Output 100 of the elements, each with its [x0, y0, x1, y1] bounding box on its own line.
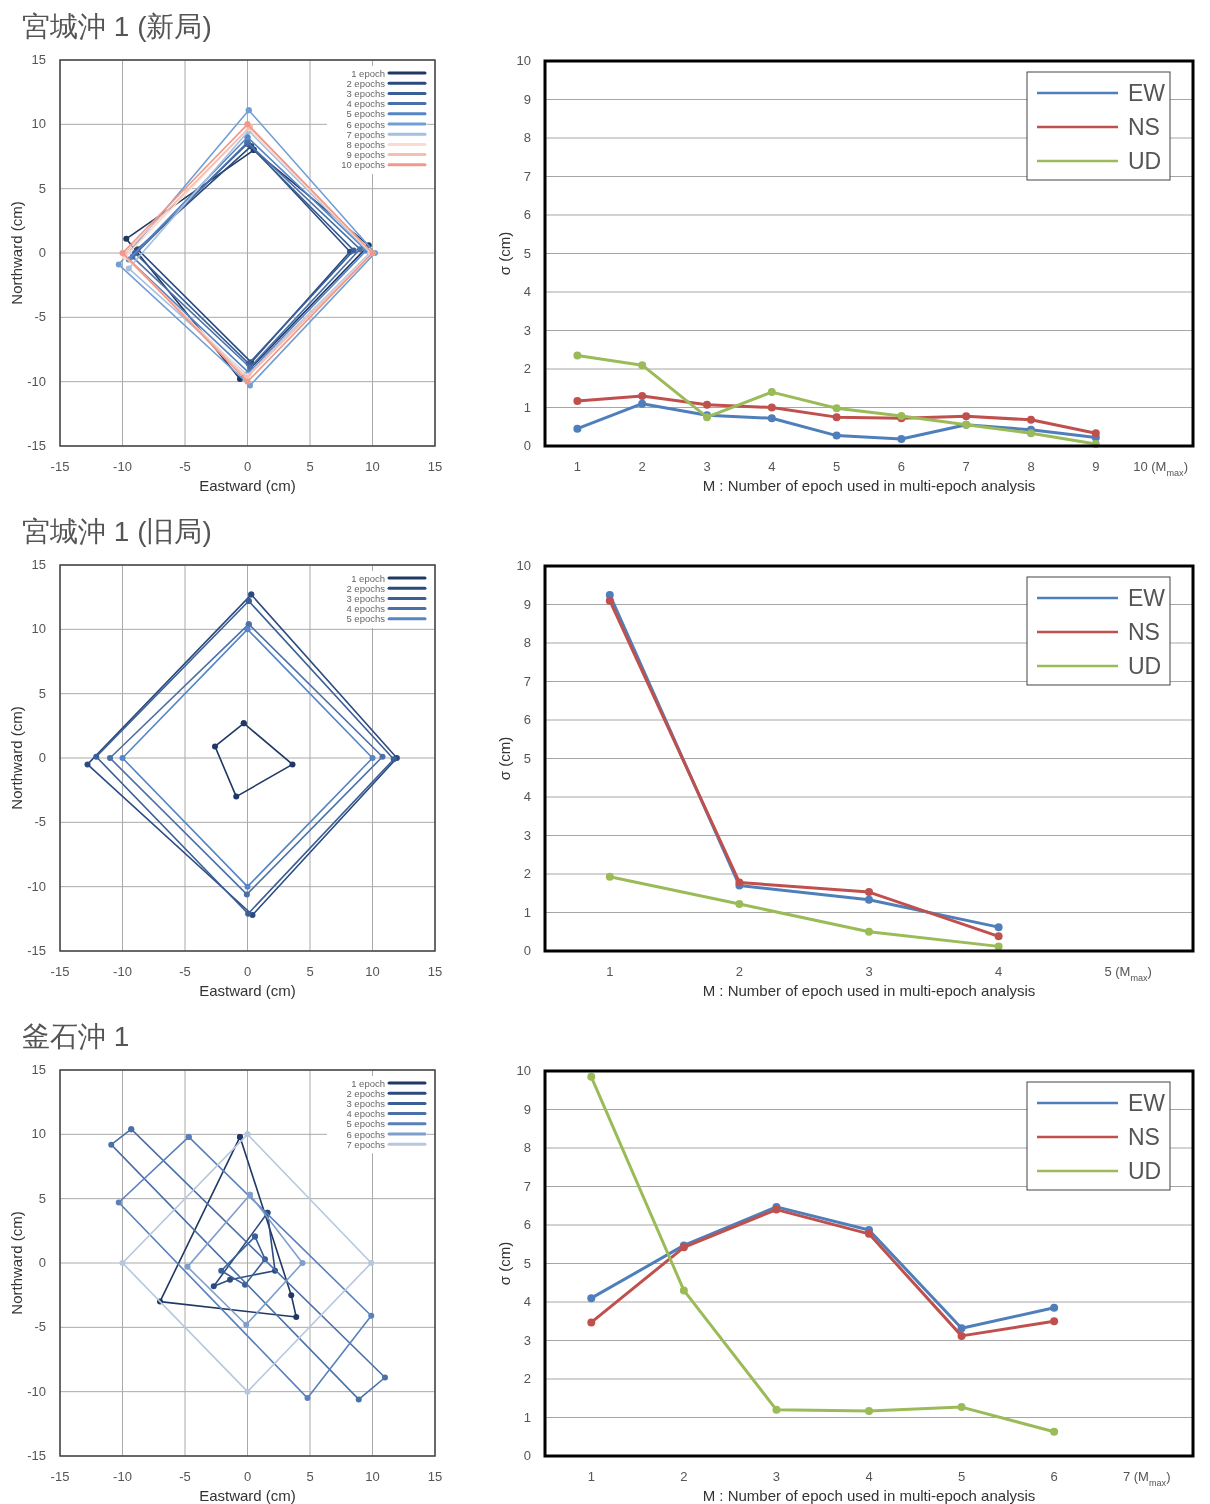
x-tick-label: 5: [957, 1469, 966, 1484]
y-tick-label: -15: [27, 943, 46, 958]
y-tick-label: 7: [523, 168, 531, 184]
y-axis-title: σ (cm): [496, 1241, 513, 1286]
y-tick-label: 0: [38, 1255, 46, 1270]
x-tick-label: 6: [897, 459, 906, 474]
legend-label: 5 epochs: [346, 1118, 386, 1130]
y-tick-label: 8: [523, 130, 531, 145]
x-tick-label: -15: [50, 964, 70, 979]
legend-label: 3 epochs: [346, 1097, 386, 1109]
x-tick-label: 1: [573, 459, 582, 474]
y-tick-label: 0: [523, 1448, 531, 1463]
y-axis-title: σ (cm): [496, 736, 513, 781]
y-tick-label: 5: [523, 1255, 531, 1271]
x-tick-label: -10: [113, 1469, 132, 1484]
legend-label: 5 epochs: [346, 108, 386, 120]
x-tick-label: -15: [50, 1469, 70, 1484]
y-tick-label: -15: [27, 438, 46, 453]
legend-label: UD: [1128, 1158, 1162, 1184]
x-tick-label: 10: [365, 1469, 380, 1484]
x-tick-label: 15: [427, 459, 443, 474]
y-tick-label: 1: [523, 904, 531, 920]
legend-label: UD: [1128, 653, 1162, 679]
x-tick-label: 5: [306, 964, 314, 979]
x-tick-label: 2: [680, 1469, 688, 1484]
y-tick-label: -5: [34, 814, 46, 830]
x-tick-label: -15: [50, 459, 70, 474]
legend-label: UD: [1128, 148, 1162, 174]
legend-label: 5 epochs: [346, 613, 386, 625]
y-tick-label: 6: [523, 207, 531, 222]
x-tick-label: -5: [179, 964, 191, 979]
y-tick-label: 10: [516, 1063, 531, 1078]
y-tick-label: 9: [523, 1101, 531, 1117]
y-tick-label: 5: [38, 1190, 46, 1206]
legend-label: 7 epochs: [346, 128, 386, 140]
legend-label: 6 epochs: [346, 1128, 386, 1140]
x-tick-label: -10: [113, 964, 132, 979]
legend-label: 1 epoch: [351, 67, 385, 79]
x-tick-label: 5: [306, 459, 314, 474]
x-tick-label: 4: [865, 1469, 873, 1484]
x-tick-label: 15: [427, 1469, 443, 1484]
x-tick-label: 5: [306, 1469, 314, 1484]
y-tick-label: 2: [523, 866, 531, 881]
y-tick-label: -10: [27, 1383, 46, 1399]
y-tick-label: 0: [523, 943, 531, 958]
chart-title: 宮城沖 1 (旧局): [22, 516, 212, 547]
x-tick-label: 2: [638, 459, 646, 474]
legend-label: 7 epochs: [346, 1138, 386, 1150]
y-tick-label: 15: [31, 1062, 46, 1077]
x-axis-title: M : Number of epoch used in multi-epoch analysis: [702, 477, 1036, 494]
x-tick-label: 8: [1027, 459, 1035, 474]
y-tick-label: 2: [523, 361, 531, 376]
x-tick-label: 4: [994, 964, 1003, 979]
x-tick-label: 3: [865, 964, 873, 979]
y-tick-label: 3: [523, 1332, 531, 1348]
legend-label: EW: [1128, 1090, 1166, 1116]
y-tick-label: 10: [31, 621, 46, 637]
x-tick-label: 1: [587, 1469, 595, 1484]
y-tick-label: -10: [27, 373, 46, 389]
y-tick-label: -10: [27, 878, 46, 894]
legend-label: 1 epoch: [351, 1077, 385, 1089]
legend-label: 4 epochs: [346, 1108, 386, 1120]
x-tick-label: 1: [606, 964, 614, 979]
x-tick-label: 7 (M$_{max}$): [1122, 1469, 1171, 1488]
legend-label: NS: [1128, 1124, 1160, 1150]
legend-label: 3 epochs: [346, 87, 386, 99]
x-tick-label: 0: [243, 1469, 252, 1484]
x-tick-label: -10: [113, 459, 132, 474]
y-tick-label: 15: [31, 557, 46, 572]
chart-title: 宮城沖 1 (新局): [22, 11, 212, 42]
y-tick-label: 7: [523, 1178, 531, 1194]
x-tick-label: 10 (M$_{max}$): [1133, 459, 1188, 478]
x-tick-label: 6: [1050, 1469, 1058, 1484]
x-tick-label: 5: [832, 459, 841, 474]
y-axis-title: σ (cm): [496, 231, 513, 276]
x-tick-label: 4: [768, 459, 776, 474]
x-tick-label: 2: [735, 964, 744, 979]
x-tick-label: 3: [772, 1469, 781, 1484]
legend-label: 2 epochs: [346, 1087, 386, 1099]
y-tick-label: 5: [38, 180, 46, 196]
y-tick-label: 9: [523, 596, 531, 612]
y-tick-label: 0: [38, 750, 46, 765]
y-tick-label: 10: [516, 558, 531, 573]
legend-label: 1 epoch: [351, 572, 385, 584]
y-tick-label: -5: [34, 309, 46, 325]
x-axis-title: Eastward (cm): [199, 477, 296, 494]
legend-label: NS: [1128, 619, 1160, 645]
y-tick-label: 10: [31, 1126, 46, 1142]
legend-label: EW: [1128, 585, 1166, 611]
y-tick-label: 10: [516, 53, 531, 68]
y-tick-label: 10: [31, 116, 46, 132]
legend-label: 4 epochs: [346, 98, 386, 110]
y-tick-label: 5: [38, 685, 46, 701]
y-tick-label: 0: [38, 245, 46, 260]
y-tick-label: 5: [523, 245, 531, 261]
x-axis-title: Eastward (cm): [199, 982, 296, 999]
y-axis-title: Northward (cm): [8, 706, 25, 810]
y-tick-label: 4: [523, 789, 531, 804]
y-tick-label: 4: [523, 1294, 531, 1309]
x-tick-label: -5: [179, 1469, 191, 1484]
